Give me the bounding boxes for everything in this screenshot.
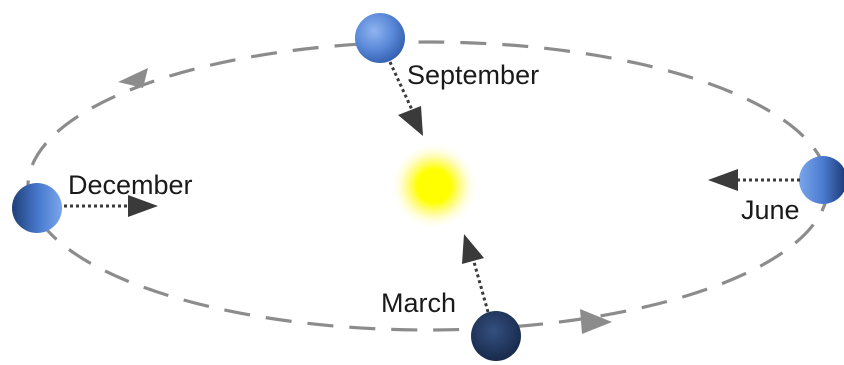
pointer-arrowhead: [708, 169, 738, 191]
pointer-arrowhead: [398, 106, 423, 136]
orbit-direction-arrow-bottom: [580, 309, 612, 334]
earth-march: March: [381, 234, 521, 361]
earth-icon: [12, 183, 62, 233]
earth-icon: [799, 156, 844, 204]
label-june: June: [741, 195, 800, 225]
earth-icon: [355, 13, 405, 63]
sunlight-pointer-march: [472, 261, 490, 313]
earth-december: December: [12, 170, 193, 233]
sun-icon: [390, 142, 478, 230]
pointer-arrowhead: [462, 234, 484, 264]
label-march: March: [381, 288, 456, 318]
label-december: December: [68, 170, 193, 200]
earth-september: September: [355, 13, 539, 136]
earth-icon: [471, 311, 521, 361]
orbit-direction-arrow-top: [118, 68, 148, 88]
pointer-arrowhead: [128, 195, 158, 217]
label-september: September: [407, 60, 539, 90]
earth-june: June: [708, 156, 844, 225]
